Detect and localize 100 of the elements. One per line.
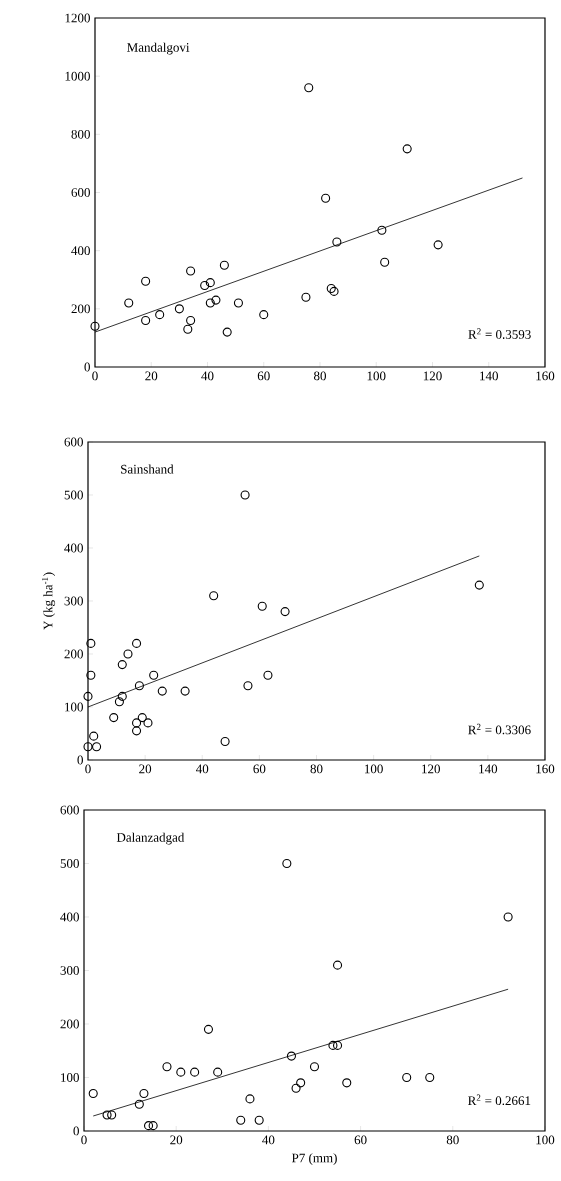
point bbox=[280, 607, 290, 617]
point bbox=[180, 686, 190, 696]
y-tick-label: 0 bbox=[84, 362, 90, 372]
y-tick-label: 300 bbox=[60, 966, 79, 975]
point bbox=[114, 697, 124, 707]
x-tick-label: 100 bbox=[365, 764, 383, 774]
point bbox=[282, 858, 292, 869]
point bbox=[220, 736, 230, 746]
x-tick-label: 20 bbox=[170, 1135, 183, 1145]
point bbox=[88, 1088, 98, 1099]
point bbox=[186, 266, 196, 276]
point bbox=[109, 713, 119, 723]
y-tick-label: 600 bbox=[64, 437, 83, 447]
point bbox=[286, 1051, 296, 1061]
point bbox=[143, 1121, 154, 1131]
point bbox=[425, 1072, 435, 1083]
y-tick-label: 0 bbox=[77, 755, 83, 765]
x-tick-label: 20 bbox=[139, 764, 152, 774]
point bbox=[162, 1062, 172, 1072]
point bbox=[183, 324, 193, 334]
y-tick-label: 600 bbox=[60, 805, 79, 815]
point bbox=[328, 1040, 338, 1050]
point bbox=[332, 237, 342, 247]
annotation: R$^{2}$ = 0.3593 bbox=[468, 328, 531, 339]
point bbox=[263, 670, 273, 680]
point bbox=[149, 670, 159, 680]
x-tick-label: 80 bbox=[314, 371, 326, 381]
point bbox=[236, 1115, 246, 1125]
point bbox=[342, 1078, 352, 1088]
y-tick-label: 400 bbox=[60, 912, 79, 922]
point bbox=[259, 310, 269, 320]
point bbox=[301, 292, 311, 302]
point bbox=[176, 1067, 186, 1077]
x-tick-label: 140 bbox=[480, 371, 498, 381]
point bbox=[92, 742, 102, 752]
point bbox=[83, 691, 93, 701]
point bbox=[309, 1062, 320, 1072]
point bbox=[211, 295, 221, 305]
point bbox=[157, 686, 167, 696]
y-tick-label: 200 bbox=[60, 1019, 79, 1029]
point bbox=[123, 649, 133, 659]
point bbox=[240, 490, 250, 500]
x-tick-label: 120 bbox=[423, 371, 442, 381]
point bbox=[83, 742, 93, 752]
point bbox=[402, 1072, 412, 1083]
point bbox=[200, 281, 210, 291]
y-tick-label: 100 bbox=[65, 702, 83, 712]
point bbox=[433, 240, 443, 250]
y-tick-label: 1200 bbox=[65, 13, 90, 23]
point bbox=[377, 225, 387, 235]
point bbox=[90, 321, 100, 331]
y-tick-label: 300 bbox=[64, 596, 83, 606]
point bbox=[141, 276, 151, 286]
y-tick-label: 400 bbox=[64, 543, 83, 553]
point bbox=[333, 960, 343, 970]
point bbox=[304, 83, 314, 93]
x-tick-label: 100 bbox=[536, 1135, 555, 1145]
y-axis-title: Y (kg ha$^{-1}$) bbox=[41, 572, 56, 630]
y-tick-label: 600 bbox=[71, 188, 90, 197]
point bbox=[132, 726, 142, 736]
y-tick-label: 100 bbox=[61, 1073, 79, 1082]
y-tick-label: 500 bbox=[60, 859, 79, 868]
x-tick-label: 0 bbox=[92, 371, 98, 381]
x-tick-label: 60 bbox=[257, 371, 270, 381]
point bbox=[254, 1115, 264, 1125]
y-tick-label: 400 bbox=[71, 246, 90, 256]
point bbox=[117, 691, 127, 701]
point bbox=[86, 670, 96, 680]
point bbox=[257, 601, 267, 611]
annotation: Dalanzadgad bbox=[116, 832, 185, 845]
point bbox=[296, 1078, 306, 1088]
point bbox=[245, 1094, 255, 1104]
point bbox=[132, 638, 142, 648]
point bbox=[205, 278, 215, 288]
point bbox=[474, 580, 484, 590]
point bbox=[117, 660, 127, 670]
point bbox=[233, 298, 243, 308]
point bbox=[124, 298, 134, 308]
point bbox=[219, 260, 229, 270]
y-tick-label: 500 bbox=[64, 490, 83, 500]
point bbox=[174, 304, 184, 314]
point bbox=[89, 731, 99, 741]
point bbox=[86, 638, 96, 648]
point bbox=[380, 257, 390, 267]
point bbox=[134, 681, 144, 691]
x-tick-label: 40 bbox=[196, 764, 209, 774]
x-tick-label: 80 bbox=[446, 1135, 459, 1145]
x-tick-label: 160 bbox=[536, 371, 555, 381]
x-tick-label: 140 bbox=[479, 764, 498, 774]
x-tick-label: 160 bbox=[536, 764, 555, 774]
point bbox=[222, 327, 232, 337]
point bbox=[186, 315, 196, 326]
point bbox=[134, 1099, 144, 1109]
point bbox=[503, 912, 513, 922]
point bbox=[333, 1040, 343, 1050]
x-tick-label: 80 bbox=[310, 764, 323, 774]
point bbox=[402, 144, 412, 154]
point bbox=[291, 1083, 301, 1093]
x-tick-label: 20 bbox=[145, 371, 158, 381]
x-axis-title: P7 (mm) bbox=[291, 1153, 337, 1165]
